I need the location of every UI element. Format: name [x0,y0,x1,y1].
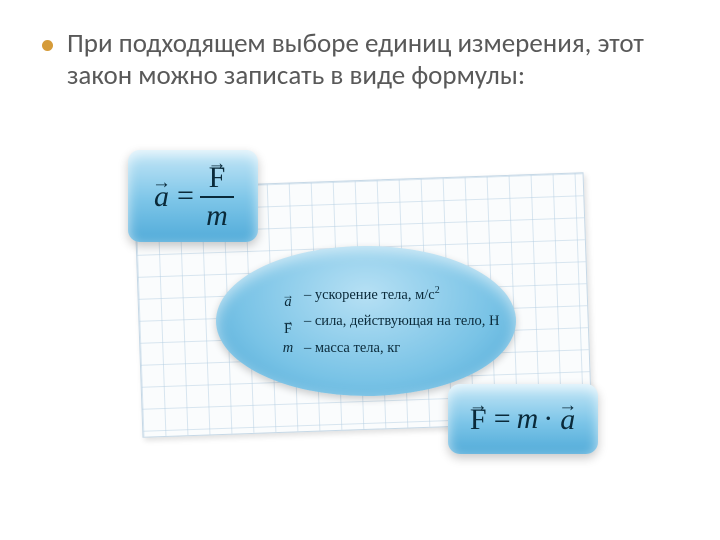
legend-row-f: → F – сила, действующая на тело, Н [278,313,516,336]
formula-chip-force: → F = m · → a [448,384,598,454]
bullet-item: При подходящем выборе единиц измерения, … [42,28,682,93]
formula-a-equals-f-over-m: → a = → F m [152,161,234,232]
legend-row-a: → a – ускорение тела, м/с2 [278,285,516,310]
bullet-marker [42,40,53,51]
fraction-bar [200,196,234,198]
legend-ellipse: → a – ускорение тела, м/с2 → F – сила, д… [216,246,516,396]
legend-row-m: m – масса тела, кг [278,340,516,357]
formula-chip-acceleration: → a = → F m [128,150,258,242]
formula-f-equals-m-a: → F = m · → a [469,403,578,436]
bullet-text: При подходящем выборе единиц измерения, … [67,28,682,93]
physics-figure: → a – ускорение тела, м/с2 → F – сила, д… [128,150,598,460]
